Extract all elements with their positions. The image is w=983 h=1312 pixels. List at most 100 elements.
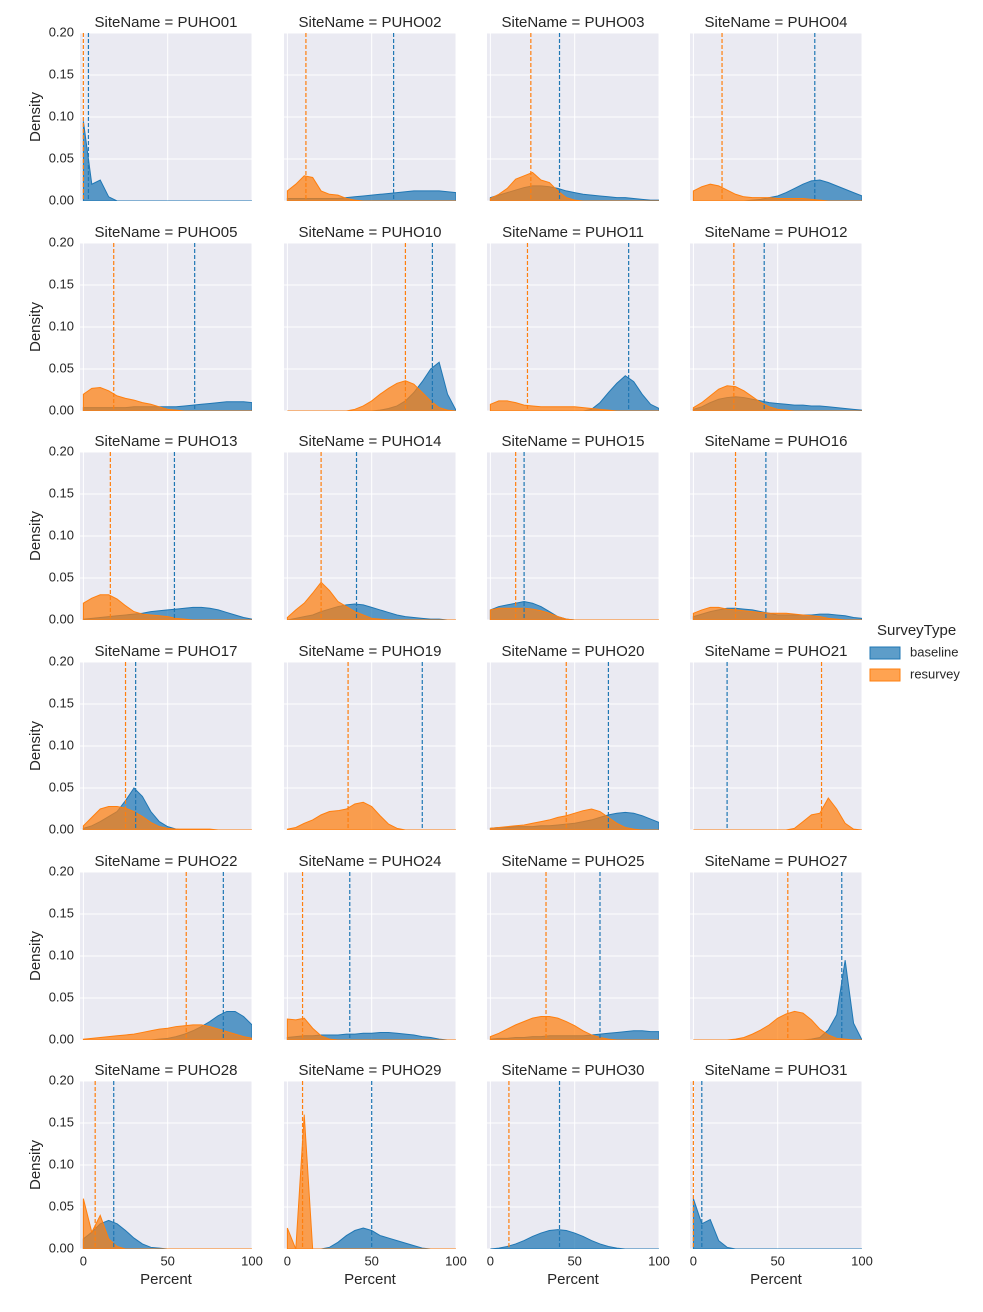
panel-plot [287,243,456,411]
panel-plot [693,872,862,1040]
x-axis-label: Percent [344,1271,397,1288]
panel-plot [286,872,456,1040]
y-tick-label: 0.10 [49,1156,74,1171]
density-area [692,1198,862,1249]
panel-title: SiteName = PUHO15 [502,433,645,450]
panel-title: SiteName = PUHO11 [502,224,644,241]
y-tick-label: 0.15 [49,905,74,920]
y-tick-label: 0.10 [49,108,74,123]
x-axis-label: Percent [547,1271,600,1288]
density-area [693,960,862,1040]
panel-plot [286,33,456,201]
panel-plot [82,243,252,411]
panel-plot [286,452,456,620]
x-tick-label: 50 [770,1253,784,1268]
x-tick-label: 100 [241,1253,263,1268]
density-area [286,1017,456,1040]
panel-plot [489,662,659,830]
panel-plot [693,662,862,830]
panel-title: SiteName = PUHO10 [299,224,442,241]
y-tick-label: 0.05 [49,150,74,165]
y-tick-label: 0.05 [49,1198,74,1213]
y-axis-label: Density [27,510,44,561]
y-tick-label: 0.00 [49,1031,74,1046]
y-tick-label: 0.00 [49,402,74,417]
y-tick-label: 0.20 [49,443,74,458]
panel-title: SiteName = PUHO28 [95,1062,238,1079]
panel-title: SiteName = PUHO25 [502,853,645,870]
panel-plot [82,662,252,830]
density-area [82,1219,252,1249]
legend-title: SurveyType [877,622,956,639]
x-tick-label: 50 [364,1253,378,1268]
panel-title: SiteName = PUHO19 [299,643,442,660]
y-tick-label: 0.00 [49,192,74,207]
density-area [489,607,659,620]
panel-plot [489,243,659,411]
density-area [693,797,862,830]
density-area [693,1010,862,1040]
y-tick-label: 0.15 [49,485,74,500]
density-area [489,808,659,830]
x-tick-label: 0 [487,1253,494,1268]
y-tick-label: 0.05 [49,569,74,584]
panel-title: SiteName = PUHO12 [705,224,848,241]
y-tick-label: 0.00 [49,821,74,836]
x-axis-label: Percent [750,1271,803,1288]
density-area [490,375,659,411]
density-area [82,594,252,620]
y-axis-label: Density [27,1139,44,1190]
panel-title: SiteName = PUHO29 [299,1062,442,1079]
panel-plot [489,872,659,1040]
panel-title: SiteName = PUHO13 [95,433,238,450]
panel-plot [286,1081,456,1249]
panel-title: SiteName = PUHO21 [705,643,848,660]
density-area [286,1114,456,1249]
panel-plot [692,33,862,201]
y-tick-label: 0.20 [49,863,74,878]
y-axis-label: Density [27,720,44,771]
y-tick-label: 0.05 [49,360,74,375]
y-tick-label: 0.05 [49,989,74,1004]
x-tick-label: 100 [851,1253,873,1268]
density-area [82,1024,252,1040]
panel-title: SiteName = PUHO03 [502,14,645,31]
panel-title: SiteName = PUHO22 [95,853,238,870]
panel-title: SiteName = PUHO05 [95,224,238,241]
panel-plot [692,1081,862,1249]
density-area [489,171,659,201]
y-tick-label: 0.20 [49,653,74,668]
y-tick-label: 0.00 [49,1240,74,1255]
panel-plot [82,1081,252,1249]
y-axis-label: Density [27,301,44,352]
panel-plot [82,33,252,201]
panel-title: SiteName = PUHO16 [705,433,848,450]
y-tick-label: 0.15 [49,1114,74,1129]
panel-title: SiteName = PUHO17 [95,643,238,660]
y-tick-label: 0.15 [49,695,74,710]
x-tick-label: 100 [445,1253,467,1268]
panel-title: SiteName = PUHO31 [705,1062,848,1079]
panel-title: SiteName = PUHO27 [705,853,848,870]
density-area [489,400,659,411]
panel-plot [82,452,252,620]
x-tick-label: 0 [80,1253,87,1268]
panel-plot [489,452,659,620]
density-area [82,121,252,201]
x-tick-label: 0 [690,1253,697,1268]
y-tick-label: 0.15 [49,276,74,291]
y-tick-label: 0.10 [49,737,74,752]
density-area [82,386,252,411]
y-tick-label: 0.00 [49,611,74,626]
x-tick-label: 0 [284,1253,291,1268]
panel-plot [286,662,456,830]
x-tick-label: 50 [160,1253,174,1268]
panel-plot [692,243,862,411]
density-area [286,801,456,830]
panel-title: SiteName = PUHO24 [299,853,442,870]
density-area [490,1229,659,1249]
y-tick-label: 0.20 [49,234,74,249]
density-area [287,380,456,411]
y-axis-label: Density [27,91,44,142]
